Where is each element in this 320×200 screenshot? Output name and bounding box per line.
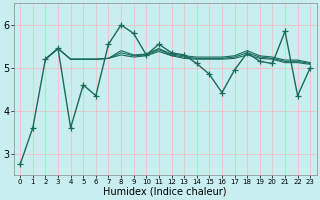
X-axis label: Humidex (Indice chaleur): Humidex (Indice chaleur) [103, 187, 227, 197]
